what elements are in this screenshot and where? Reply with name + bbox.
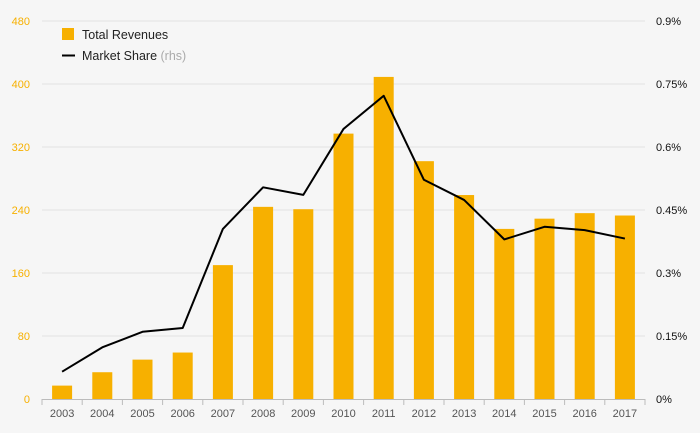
y-right-tick-label: 0%	[656, 394, 672, 406]
y-right-tick-label: 0.15%	[656, 331, 687, 343]
bar-2007	[212, 265, 233, 399]
y-right-tick-label: 0.45%	[656, 205, 687, 217]
bar-series	[52, 76, 635, 400]
x-tick-label: 2010	[331, 408, 355, 420]
y-left-tick-label: 80	[18, 331, 30, 343]
y-left-tick-label: 160	[12, 268, 30, 280]
x-tick-label: 2004	[90, 408, 114, 420]
x-tick-label: 2003	[50, 408, 74, 420]
y-left-tick-label: 240	[12, 205, 30, 217]
y-right-tick-label: 0.9%	[656, 16, 681, 28]
market-share-line	[61, 94, 626, 373]
bar-2003	[52, 385, 73, 399]
bar-2016	[574, 213, 595, 399]
y-left-tick-label: 480	[12, 16, 30, 28]
x-tick-label: 2016	[572, 408, 596, 420]
y-right-tick-label: 0.75%	[656, 79, 687, 91]
y-right-tick-label: 0.3%	[656, 268, 681, 280]
x-tick-label: 2009	[291, 408, 315, 420]
x-tick-label: 2014	[492, 408, 516, 420]
x-tick-label: 2006	[170, 408, 194, 420]
bar-2004	[92, 372, 113, 399]
x-tick-label: 2005	[130, 408, 154, 420]
legend-suffix-rhs: (rhs)	[161, 49, 187, 63]
bar-2014	[494, 228, 515, 399]
x-tick-label: 2012	[412, 408, 436, 420]
line-series	[61, 94, 626, 373]
y-left-tick-label: 0	[24, 394, 30, 406]
x-tick-label: 2017	[613, 408, 637, 420]
legend: Total Revenues Market Share (rhs)	[62, 28, 186, 63]
tick-labels: 0 80 160 240 320 400 480 0% 0.15% 0.3% 0.45% 0.6% 0.…	[12, 16, 688, 420]
legend-label-market-share: Market Share (rhs)	[82, 49, 186, 63]
y-right-tick-label: 0.6%	[656, 142, 681, 154]
bar-2010	[333, 133, 354, 400]
axes	[41, 399, 646, 405]
bar-2011	[373, 76, 394, 399]
y-left-tick-label: 320	[12, 142, 30, 154]
x-tick-label: 2008	[251, 408, 275, 420]
bar-2017	[614, 215, 635, 399]
bar-2015	[534, 218, 555, 399]
x-tick-label: 2007	[211, 408, 235, 420]
legend-swatch-total-revenues	[62, 28, 74, 40]
bar-2009	[293, 209, 314, 399]
bar-2008	[253, 206, 274, 399]
x-tick-label: 2013	[452, 408, 476, 420]
bar-2005	[132, 359, 153, 399]
bar-2013	[454, 195, 475, 399]
x-tick-label: 2015	[532, 408, 556, 420]
y-left-tick-label: 400	[12, 79, 30, 91]
bar-2006	[172, 352, 193, 399]
x-tick-label: 2011	[372, 408, 396, 420]
legend-label-total-revenues: Total Revenues	[82, 28, 168, 42]
bar-2012	[413, 161, 434, 399]
